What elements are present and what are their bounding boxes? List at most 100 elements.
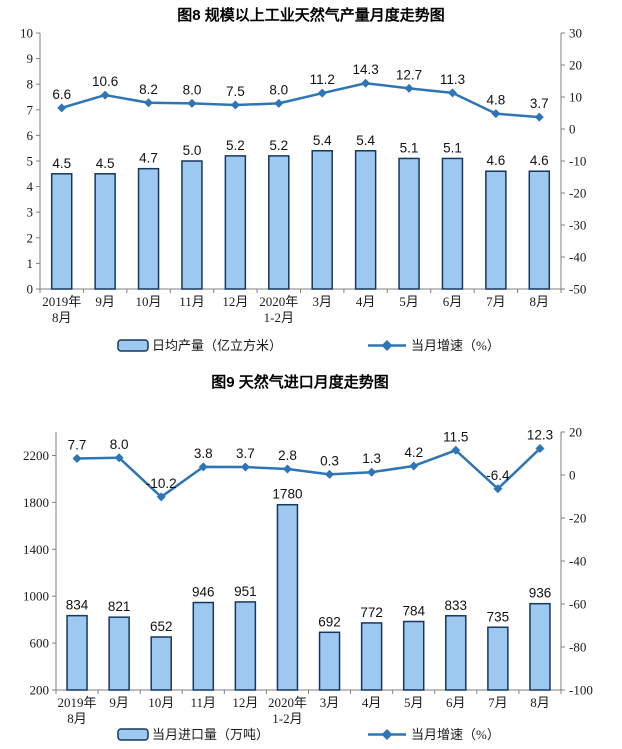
line-marker-diamond xyxy=(493,484,503,494)
figure9-plot-area: 200 600 1000 1400 1800 2200 -100 -80 -60 -40 -20 0 2… xyxy=(23,425,593,727)
figure8-legend: 日均产量（亿立方米） 当月增速（%） xyxy=(117,338,500,353)
x-axis-category-label: 10月 xyxy=(148,695,174,710)
x-axis-category-label: 3月 xyxy=(320,695,340,710)
growth-line xyxy=(75,447,542,499)
line-marker-diamond xyxy=(317,88,327,98)
line-value-label: 10.6 xyxy=(92,74,118,89)
x-axis-category-label: 2019年 xyxy=(42,294,81,309)
bar-value-label: 946 xyxy=(192,585,215,600)
y-axis-right-tick-label: 10 xyxy=(569,90,582,105)
y-axis-left-tick-label: 4 xyxy=(27,179,34,194)
y-axis-right-tick-label: 0 xyxy=(569,468,576,483)
bar xyxy=(234,601,257,691)
x-axis-category-label: 11月 xyxy=(179,294,205,309)
y-axis-right-tick-label: -20 xyxy=(569,186,586,201)
line-value-label: 3.8 xyxy=(194,446,213,461)
line-value-label: 7.5 xyxy=(226,84,245,99)
y-axis-left-tick-label: 1 xyxy=(27,256,34,271)
bar-value-label: 4.6 xyxy=(530,153,549,168)
y-axis-left-tick-label: 200 xyxy=(30,683,50,698)
line-marker-diamond xyxy=(282,464,292,474)
figure9-chart: 图9 天然气进口月度走势图 2006001000140018002200-100… xyxy=(23,373,593,742)
y-axis-right-tick-label: -40 xyxy=(569,554,586,569)
bar-value-label: 951 xyxy=(234,584,257,599)
figure8-legend-bar-swatch xyxy=(117,339,149,352)
y-axis-left-tick-label: 1800 xyxy=(23,495,49,510)
bar xyxy=(318,631,341,691)
y-axis-left-tick-label: 9 xyxy=(27,51,34,66)
line-value-label: 4.8 xyxy=(486,93,505,108)
figure9-title: 图9 天然气进口月度走势图 xyxy=(211,373,389,391)
bar xyxy=(354,150,377,290)
y-axis-right-tick-label: -10 xyxy=(569,154,586,169)
x-axis-category-label: 6月 xyxy=(443,294,463,309)
bar xyxy=(192,601,215,691)
bar-value-label: 4.5 xyxy=(96,156,115,171)
line-marker-diamond xyxy=(367,467,377,477)
line-marker-diamond xyxy=(535,444,545,454)
x-axis-category-label: 10月 xyxy=(136,294,162,309)
bar xyxy=(487,626,509,691)
line-value-label: 6.6 xyxy=(52,87,71,102)
line-value-label: -6.4 xyxy=(486,468,510,483)
line-value-label: 11.5 xyxy=(443,429,468,444)
line-value-label: 8.0 xyxy=(269,82,288,97)
line-value-label: 3.7 xyxy=(530,96,549,111)
line-marker-diamond xyxy=(361,78,371,88)
line-value-label: 8.2 xyxy=(139,82,158,97)
x-axis-category-label: 8月 xyxy=(52,310,72,325)
line-marker-diamond xyxy=(100,90,110,100)
line-value-label: 4.2 xyxy=(404,445,423,460)
line-marker-diamond xyxy=(72,453,82,463)
line-marker-diamond xyxy=(198,462,208,472)
x-axis-category-label: 7月 xyxy=(488,695,508,710)
line-marker-diamond xyxy=(57,103,67,113)
x-axis-category-label: 12月 xyxy=(232,695,258,710)
x-axis-category-label: 11月 xyxy=(191,695,217,710)
bar xyxy=(108,616,130,691)
x-axis-category-label: 2019年 xyxy=(58,695,97,710)
line-marker-diamond xyxy=(156,492,166,502)
y-axis-left-tick-label: 8 xyxy=(27,77,34,92)
bar xyxy=(485,170,507,290)
bar-value-label: 4.5 xyxy=(52,156,71,171)
y-axis-left-tick-label: 5 xyxy=(27,154,34,169)
bar-value-label: 5.1 xyxy=(443,140,462,155)
line-marker-diamond xyxy=(114,453,124,463)
line-value-label: 12.3 xyxy=(527,428,553,443)
line-marker-diamond xyxy=(409,461,419,471)
figure9-legend-diamond-icon xyxy=(381,729,393,740)
x-axis-category-label: 1-2月 xyxy=(264,310,294,325)
line-value-label: 1.3 xyxy=(362,451,381,466)
bar xyxy=(137,167,160,290)
y-axis-right-tick-label: -30 xyxy=(569,218,586,233)
x-axis-category-label: 9月 xyxy=(95,294,115,309)
line-value-label: 11.3 xyxy=(440,72,465,87)
y-axis-right-tick-label: -60 xyxy=(569,597,586,612)
y-axis-left-tick-label: 2 xyxy=(27,230,34,245)
bar xyxy=(94,173,116,290)
x-axis-category-label: 2020年 xyxy=(268,695,307,710)
bar-value-label: 5.1 xyxy=(400,140,419,155)
bar-value-label: 833 xyxy=(445,598,468,613)
figure8-legend-line-label: 当月增速（%） xyxy=(411,338,500,353)
bar-value-label: 821 xyxy=(108,599,131,614)
line-marker-diamond xyxy=(274,98,284,108)
line-marker-diamond xyxy=(447,88,457,98)
line-marker-diamond xyxy=(534,112,544,122)
bar xyxy=(66,614,88,691)
bar-value-label: 5.0 xyxy=(183,143,202,158)
x-axis-category-label: 8月 xyxy=(530,294,550,309)
bar xyxy=(311,150,333,290)
bar xyxy=(50,173,73,290)
bar xyxy=(276,503,299,691)
x-axis-category-label: 5月 xyxy=(404,695,424,710)
bar-value-label: 652 xyxy=(150,619,173,634)
figure8-legend-bar-label: 日均产量（亿立方米） xyxy=(152,338,282,353)
line-marker-diamond xyxy=(230,100,240,110)
bar-value-label: 936 xyxy=(529,586,552,601)
line-value-label: 8.0 xyxy=(183,82,202,97)
y-axis-left-tick-label: 2200 xyxy=(23,448,49,463)
bar xyxy=(398,157,420,290)
bar-value-label: 834 xyxy=(66,598,89,613)
